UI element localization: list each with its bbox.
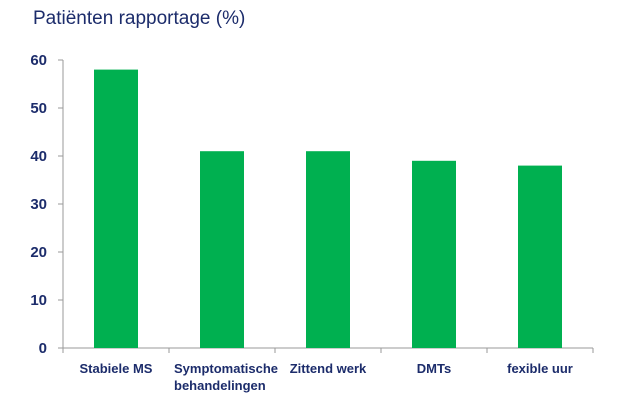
y-tick-label: 30 xyxy=(30,196,47,213)
bar xyxy=(306,151,350,348)
bar xyxy=(200,151,244,348)
x-category-label: DMTs xyxy=(417,361,451,376)
x-category-label: fexible uur xyxy=(507,361,573,376)
y-tick-label: 40 xyxy=(30,148,47,165)
bar xyxy=(94,69,138,348)
chart-title: Patiënten rapportage (%) xyxy=(33,8,246,29)
bar xyxy=(518,165,562,348)
y-tick-label: 20 xyxy=(30,244,47,261)
x-category-label-line: Zittend werk xyxy=(290,361,367,376)
x-category-label: Symptomatische behandelingen xyxy=(174,361,278,393)
x-category-label: Stabiele MS xyxy=(80,361,153,376)
x-category-label-line: DMTs xyxy=(417,361,451,376)
x-category-label-line: Stabiele MS xyxy=(80,361,153,376)
y-tick-label: 60 xyxy=(30,52,47,69)
y-tick-label: 50 xyxy=(30,100,47,117)
x-category-label: Zittend werk xyxy=(290,361,367,376)
y-tick-label: 0 xyxy=(39,340,47,357)
x-category-label-line: Symptomatische xyxy=(174,361,278,376)
y-tick-label: 10 xyxy=(30,292,47,309)
bar xyxy=(412,160,456,348)
x-category-label-line: behandelingen xyxy=(174,378,266,393)
x-category-label-line: fexible uur xyxy=(507,361,573,376)
